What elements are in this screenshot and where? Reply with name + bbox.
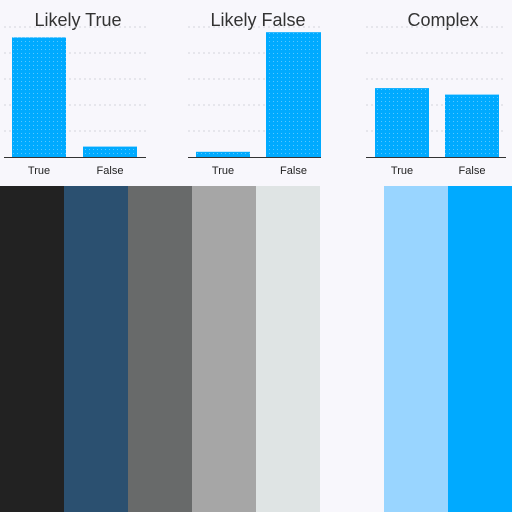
bar-false	[266, 32, 321, 158]
tick-label: False	[280, 165, 307, 177]
color-swatch-1	[0, 186, 64, 512]
tick-label: False	[459, 165, 486, 177]
bar-true	[375, 88, 429, 157]
chart-panel-2: Likely False True False	[188, 10, 321, 177]
chart-title: Likely False	[210, 10, 305, 30]
chart-panel-3: Complex True False	[366, 10, 506, 177]
bar-false	[83, 146, 137, 157]
color-swatch-6	[320, 186, 384, 512]
color-palette	[0, 186, 512, 512]
color-swatch-7	[384, 186, 448, 512]
color-swatch-8	[448, 186, 512, 512]
charts-area: Likely True True False Likely False True Fals…	[0, 0, 512, 186]
chart-title: Likely True	[34, 10, 121, 30]
color-swatch-4	[192, 186, 256, 512]
bar-charts: Likely True True False Likely False True Fals…	[4, 10, 506, 177]
tick-label: False	[97, 165, 124, 177]
chart-panel-1: Likely True True False	[4, 10, 146, 177]
tick-label: True	[212, 165, 234, 177]
tick-label: True	[391, 165, 413, 177]
color-swatch-3	[128, 186, 192, 512]
tick-label: True	[28, 165, 50, 177]
chart-title: Complex	[407, 10, 478, 30]
bar-true	[196, 151, 250, 157]
color-swatch-5	[256, 186, 320, 512]
color-swatch-2	[64, 186, 128, 512]
bar-true	[12, 37, 66, 157]
bar-false	[445, 94, 499, 157]
